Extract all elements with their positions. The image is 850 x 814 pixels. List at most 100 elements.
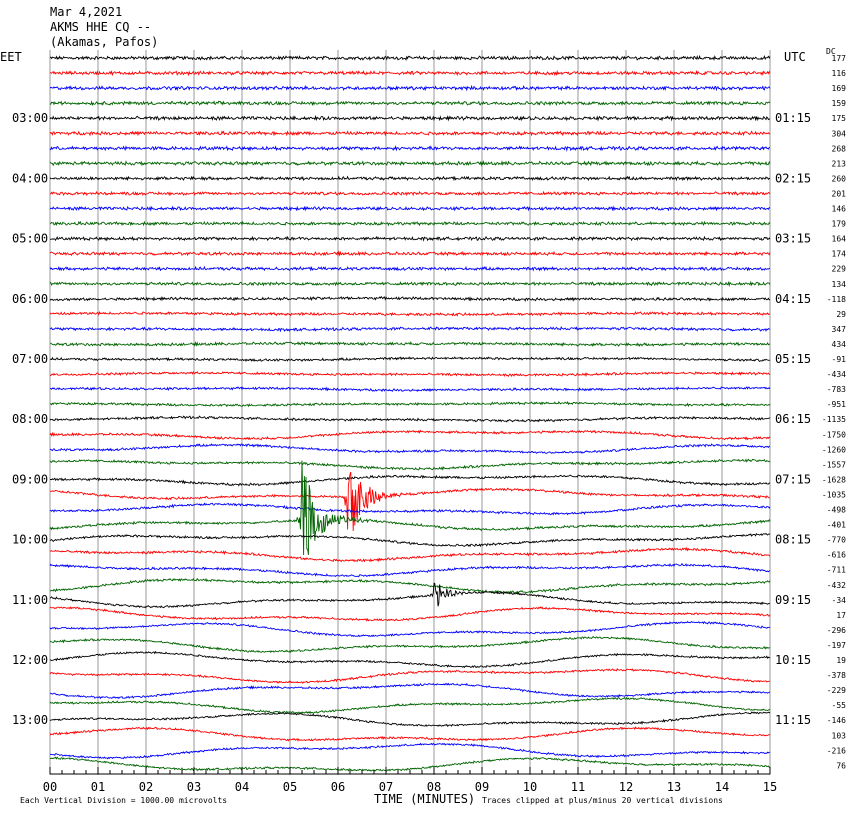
trace-line — [49, 114, 771, 122]
dc-offset-label: -1135 — [822, 415, 846, 424]
trace-line — [50, 471, 771, 532]
dc-offset-label: 175 — [832, 114, 847, 123]
trace-line — [49, 635, 771, 654]
trace-line — [49, 190, 771, 197]
right-hour-label: 07:15 — [775, 472, 811, 486]
trace-line — [49, 84, 771, 92]
trace-line — [49, 582, 771, 609]
trace-line — [49, 400, 771, 408]
trace-line — [49, 474, 771, 487]
trace-line — [49, 606, 771, 622]
dc-label: DC — [826, 47, 836, 56]
right-hour-label: 03:15 — [775, 232, 811, 246]
dc-offset-label: -1260 — [822, 445, 846, 454]
trace-line — [49, 250, 771, 257]
date-label: Mar 4,2021 — [50, 5, 122, 19]
trace-line — [49, 130, 771, 137]
dc-offset-label: 169 — [832, 84, 847, 93]
clip-note: Traces clipped at plus/minus 20 vertical… — [482, 796, 723, 805]
x-tick-label: 07 — [379, 780, 393, 794]
dc-offset-label: -498 — [827, 506, 846, 515]
dc-offset-label: -434 — [827, 370, 846, 379]
trace-line — [49, 620, 771, 637]
trace-line — [49, 69, 771, 77]
left-hour-label: 11:00 — [12, 593, 48, 607]
dc-offset-label: -770 — [827, 536, 846, 545]
trace-group — [49, 54, 771, 772]
trace-line — [49, 235, 771, 242]
x-tick-label: 04 — [235, 780, 249, 794]
x-tick-label: 06 — [331, 780, 345, 794]
scale-note: Each Vertical Division = 1000.00 microvo… — [20, 796, 227, 805]
right-hour-label: 08:15 — [775, 533, 811, 547]
trace-line — [49, 562, 771, 578]
dc-offset-label: 164 — [832, 235, 847, 244]
trace-line — [49, 295, 771, 302]
dc-offset-label: -378 — [827, 671, 846, 680]
trace-line — [49, 532, 771, 548]
trace-line — [49, 756, 771, 772]
left-hour-label: 09:00 — [12, 472, 48, 486]
trace-line — [49, 220, 771, 227]
trace-line — [49, 326, 771, 333]
trace-line — [49, 311, 771, 317]
trace-line — [49, 415, 771, 423]
trace-line — [49, 265, 771, 272]
trace-line — [49, 546, 771, 563]
x-tick-label: 08 — [427, 780, 441, 794]
left-hour-labels: 03:00 04:00 05:00 06:00 07:00 08:00 09:00 10:00… — [12, 111, 48, 727]
trace-line — [49, 711, 771, 728]
trace-line — [50, 340, 771, 347]
dc-offset-label: -711 — [827, 566, 846, 575]
left-hour-label: 06:00 — [12, 292, 48, 306]
dc-offset-label: -34 — [832, 596, 847, 605]
trace-line — [49, 371, 771, 378]
dc-offset-label: -951 — [827, 400, 846, 409]
left-hour-label: 13:00 — [12, 713, 48, 727]
x-axis-label: TIME (MINUTES) — [374, 792, 475, 806]
x-tick-label: 13 — [667, 780, 681, 794]
dc-offset-label: 159 — [832, 99, 847, 108]
grid-lines — [49, 50, 771, 775]
right-timezone-label: UTC — [784, 50, 806, 64]
dc-offset-label: -118 — [827, 295, 846, 304]
left-hour-label: 10:00 — [12, 533, 48, 547]
dc-offset-label: -91 — [832, 355, 847, 364]
dc-offset-label: -1750 — [822, 430, 846, 439]
dc-offset-label: -229 — [827, 686, 846, 695]
trace-line — [49, 159, 771, 167]
right-hour-label: 02:15 — [775, 171, 811, 185]
dc-offset-label: 174 — [832, 250, 847, 259]
dc-offset-label: 229 — [832, 265, 847, 274]
right-hour-label: 04:15 — [775, 292, 811, 306]
trace-line — [49, 145, 771, 152]
trace-line — [49, 205, 771, 212]
right-hour-label: 10:15 — [775, 653, 811, 667]
station-label: AKMS HHE CQ -- — [50, 20, 151, 34]
left-timezone-label: EET — [0, 50, 22, 64]
trace-line — [49, 667, 771, 685]
dc-offset-label: -55 — [832, 701, 847, 710]
dc-offset-label: 179 — [832, 220, 847, 229]
dc-offset-label: 177 — [832, 54, 847, 63]
right-hour-label: 05:15 — [775, 352, 811, 366]
trace-line — [49, 280, 771, 288]
left-hour-label: 05:00 — [12, 232, 48, 246]
trace-line — [49, 696, 771, 715]
dc-offset-label: -401 — [827, 521, 846, 530]
left-hour-label: 12:00 — [12, 653, 48, 667]
dc-offset-label: -783 — [827, 385, 846, 394]
trace-line — [50, 650, 771, 669]
dc-offset-label: 260 — [832, 174, 847, 183]
dc-offset-labels: 177 116 169 159 175 304 268 213 260 201 146 179 164 1… — [822, 54, 846, 770]
trace-line — [49, 175, 771, 182]
dc-offset-label: 146 — [832, 205, 847, 214]
dc-offset-label: 134 — [832, 280, 847, 289]
x-tick-label: 00 — [43, 780, 57, 794]
left-hour-label: 03:00 — [12, 111, 48, 125]
dc-offset-label: 268 — [832, 144, 847, 153]
dc-offset-label: -1557 — [822, 460, 846, 469]
right-hour-label: 06:15 — [775, 412, 811, 426]
x-tick-label: 09 — [475, 780, 489, 794]
